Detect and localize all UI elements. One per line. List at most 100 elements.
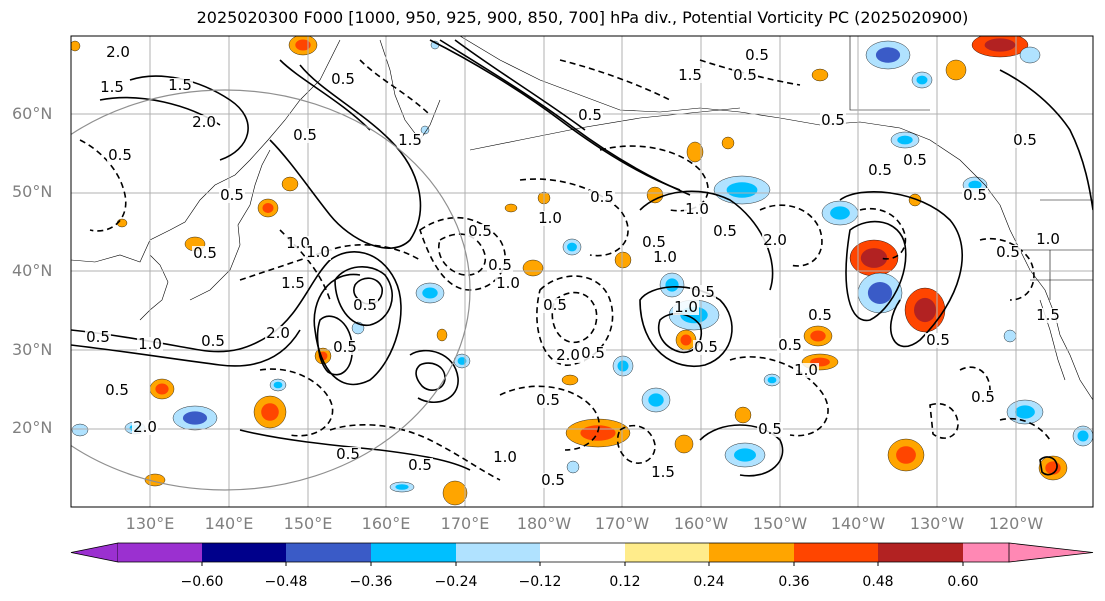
contour-label: 1.5	[99, 78, 125, 96]
svg-text:0.5: 0.5	[536, 391, 560, 409]
contour-label: 0.5	[744, 46, 770, 64]
colorbar-tick: 0.12	[609, 574, 641, 590]
svg-text:0.5: 0.5	[971, 388, 995, 406]
svg-text:0.5: 0.5	[808, 306, 832, 324]
divergence-contours	[71, 39, 1093, 481]
contour-solid	[845, 220, 907, 322]
pv-anomaly-core	[261, 403, 279, 421]
lon-label-140e: 140°E	[204, 514, 254, 533]
pv-anomaly-core	[726, 182, 758, 198]
pv-anomaly	[442, 480, 468, 506]
contour-label: 1.5	[397, 131, 423, 149]
pv-anomaly-core	[767, 376, 777, 384]
pv-anomaly-core	[457, 357, 467, 365]
svg-text:1.0: 1.0	[138, 335, 162, 353]
svg-text:1.0: 1.0	[496, 274, 520, 292]
svg-text:2.0: 2.0	[556, 346, 580, 364]
coastline-kamchatka	[379, 39, 441, 141]
svg-text:0.5: 0.5	[733, 66, 757, 84]
contour-label: 0.5	[107, 146, 133, 164]
svg-text:0.5: 0.5	[821, 111, 845, 129]
svg-text:1.0: 1.0	[685, 200, 709, 218]
contour-dashed	[536, 275, 614, 366]
pv-anomaly	[686, 141, 704, 163]
svg-text:0.5: 0.5	[778, 336, 802, 354]
graticule	[71, 36, 1093, 507]
pv-anomaly	[522, 259, 544, 277]
pv-anomaly-core	[734, 448, 756, 462]
svg-text:0.5: 0.5	[293, 126, 317, 144]
coastline-alaska	[459, 36, 1001, 206]
svg-text:0.5: 0.5	[1013, 131, 1037, 149]
contour-solid	[269, 64, 422, 249]
colorbar-tick: −0.60	[180, 574, 224, 590]
svg-text:1.0: 1.0	[794, 361, 818, 379]
contour-label: 1.0	[673, 298, 699, 316]
svg-text:2.0: 2.0	[266, 324, 290, 342]
svg-text:0.5: 0.5	[86, 328, 110, 346]
contour-dashed	[999, 418, 1051, 441]
contour-dashed	[419, 216, 506, 291]
colorbar-segment	[709, 543, 794, 562]
svg-text:0.5: 0.5	[353, 296, 377, 314]
pv-anomaly-core	[680, 334, 692, 346]
svg-text:0.5: 0.5	[642, 233, 666, 251]
contour-label: 1.0	[1035, 230, 1061, 248]
contour-label: 2.0	[191, 113, 217, 131]
contour-label: 0.5	[641, 233, 667, 251]
svg-text:1.0: 1.0	[306, 243, 330, 261]
pv-anomaly-core	[395, 484, 409, 490]
pv-anomaly-core	[867, 282, 893, 304]
contour-label: 1.5	[280, 274, 306, 292]
contour-dashed	[259, 368, 334, 437]
svg-text:1.5: 1.5	[1036, 306, 1060, 324]
contour-label: 2.0	[265, 324, 291, 342]
lat-label-50n: 50°N	[12, 182, 53, 201]
colorbar-tick: −0.36	[349, 574, 393, 590]
pv-anomaly	[504, 203, 518, 213]
colorbar-segment	[878, 543, 963, 562]
contour-label: 0.5	[535, 391, 561, 409]
coastline-north-america	[999, 204, 1093, 401]
colorbar-tick: 0.60	[947, 574, 979, 590]
contour-solid	[429, 39, 681, 191]
pv-anomaly	[1019, 46, 1041, 64]
contour-label: 1.5	[1035, 306, 1061, 324]
contour-solid	[999, 69, 1093, 211]
contour-label: 1.0	[285, 234, 311, 252]
contour-solid	[639, 190, 774, 291]
colorbar-tick: 0.24	[693, 574, 725, 590]
contour-label: 2.0	[132, 418, 158, 436]
colorbar-segment	[625, 543, 709, 562]
pv-anomaly	[646, 186, 664, 204]
lon-label-150e: 150°E	[283, 514, 333, 533]
contour-label: 0.5	[292, 126, 318, 144]
contour-label: 1.5	[167, 76, 193, 94]
pv-anomaly-core	[916, 75, 928, 85]
colorbar-tick: 0.36	[778, 574, 810, 590]
pv-anomaly-core	[567, 242, 577, 252]
pv-anomaly-core	[984, 38, 1016, 52]
contour-solid	[415, 362, 446, 391]
pv-anomaly-core	[830, 206, 850, 220]
contour-label: 0.5	[330, 70, 356, 88]
pv-anomaly-core	[810, 330, 826, 342]
contour-dashed	[359, 59, 431, 116]
svg-text:0.5: 0.5	[193, 244, 217, 262]
contour-label: 1.0	[537, 209, 563, 227]
pv-anomaly	[1003, 329, 1017, 343]
pv-anomaly-core	[665, 278, 679, 292]
lat-label-30n: 30°N	[12, 340, 53, 359]
colorbar-segment	[963, 543, 1009, 562]
contour-solid	[316, 315, 353, 376]
svg-text:1.0: 1.0	[286, 234, 310, 252]
svg-text:1.5: 1.5	[398, 131, 422, 149]
svg-text:0.5: 0.5	[581, 344, 605, 362]
contour-label: 0.5	[352, 296, 378, 314]
contour-solid	[129, 75, 249, 161]
svg-text:0.5: 0.5	[713, 222, 737, 240]
svg-text:1.5: 1.5	[168, 76, 192, 94]
colorbar-segment	[794, 543, 878, 562]
contour-label: 1.0	[137, 335, 163, 353]
contour-label: 0.5	[807, 306, 833, 324]
